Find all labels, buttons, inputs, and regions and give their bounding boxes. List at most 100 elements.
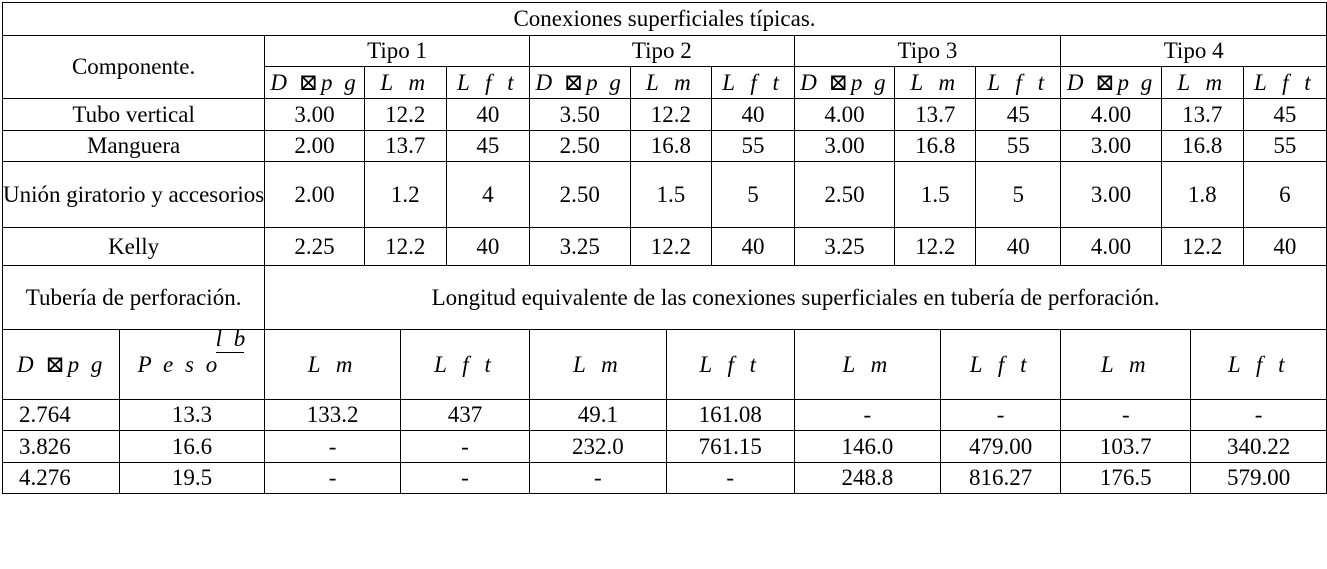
length-ft-cell: 6: [1242, 161, 1327, 228]
pipe-header-weight: P e s o l b: [118, 326, 266, 400]
component-name: Manguera: [1, 130, 266, 162]
table-row: Tubo vertical 3.00 12.2 40 3.50 12.2 40 4.00 13…: [1, 98, 1327, 131]
weight-unit: l b: [215, 325, 249, 351]
sub-header-diameter: D ⊠p g: [1060, 66, 1162, 99]
length-ft-cell: 45: [975, 98, 1062, 131]
pipe-length-m-cell: 232.0: [528, 430, 667, 463]
diameter-cell: 2.25: [264, 227, 365, 266]
pipe-length-ft-cell: 437: [400, 399, 530, 431]
pipe-diameter-cell: 4.276: [2, 462, 120, 494]
pipe-header-length-ft: L f t: [1190, 329, 1327, 400]
length-m-cell: 12.2: [629, 227, 713, 266]
pipe-length-m-cell: 103.7: [1060, 430, 1192, 463]
pipe-header-length-ft: L f t: [400, 329, 530, 400]
length-m-cell: 16.8: [629, 130, 713, 162]
length-m-cell: 13.7: [1160, 98, 1244, 131]
table-row: Manguera 2.00 13.7 45 2.50 16.8 55 3.00 16.8 55 3…: [1, 130, 1327, 162]
pipe-length-ft-cell: -: [665, 462, 795, 494]
length-m-cell: 1.2: [363, 161, 447, 228]
pipe-diameter-cell: 2.764: [2, 399, 120, 431]
length-m-cell: 13.7: [894, 98, 977, 131]
length-m-cell: 1.5: [894, 161, 977, 228]
pipe-length-ft-cell: 161.08: [665, 399, 795, 431]
diameter-cell: 4.00: [793, 98, 896, 131]
pipe-diameter-cell: 3.826: [2, 430, 120, 463]
diameter-cell: 4.00: [1060, 98, 1162, 131]
length-ft-cell: 55: [1242, 130, 1327, 162]
diameter-cell: 3.00: [1060, 161, 1162, 228]
length-m-cell: 16.8: [894, 130, 977, 162]
diameter-cell: 2.00: [264, 161, 365, 228]
length-ft-cell: 45: [1242, 98, 1327, 131]
length-m-cell: 12.2: [1160, 227, 1244, 266]
pipe-header-length-m: L m: [793, 329, 941, 400]
sub-header-length-ft: L f t: [975, 66, 1062, 99]
pipe-header-length-m: L m: [528, 329, 667, 400]
sub-header-diameter: D ⊠p g: [793, 66, 896, 99]
table-title: Conexiones superficiales típicas.: [2, 2, 1327, 36]
sub-header-length-m: L m: [1160, 66, 1244, 99]
diameter-cell: 3.25: [793, 227, 896, 266]
length-ft-cell: 40: [975, 227, 1062, 266]
length-ft-cell: 4: [445, 161, 530, 228]
type-3-header: Tipo 3: [793, 35, 1062, 67]
pipe-header-length-ft: L f t: [665, 329, 795, 400]
pipe-length-m-cell: -: [264, 430, 402, 463]
pipe-weight-cell: 16.6: [118, 430, 266, 463]
pipe-row: 2.764 13.3 133.2 437 49.1 161.08- - - -: [2, 399, 1327, 431]
length-ft-cell: 5: [975, 161, 1062, 228]
pipe-header-length-m: L m: [1060, 329, 1192, 400]
pipe-length-ft-cell: -: [400, 430, 530, 463]
pipe-length-m-cell: 49.1: [528, 399, 667, 431]
diameter-cell: 2.00: [264, 130, 365, 162]
component-name: Tubo vertical: [1, 98, 266, 131]
length-ft-cell: 5: [711, 161, 795, 228]
length-m-cell: 1.8: [1160, 161, 1244, 228]
pipe-length-ft-cell: 761.15: [665, 430, 795, 463]
pipe-length-m-cell: 133.2: [264, 399, 402, 431]
pipe-header-length-ft: L f t: [939, 329, 1062, 400]
length-ft-cell: 45: [445, 130, 530, 162]
table-row: Unión giratorio y accesorios 2.00 1.2 4 2.5…: [1, 161, 1327, 228]
table-row: Kelly 2.25 12.2 40 3.25 12.2 40 3.25 12.2 40 4.00…: [1, 227, 1327, 266]
sub-header-length-ft: L f t: [711, 66, 795, 99]
sub-header-length-m: L m: [363, 66, 447, 99]
sub-header-length-m: L m: [629, 66, 713, 99]
component-name: Kelly: [1, 227, 266, 266]
pipe-length-m-cell: -: [528, 462, 667, 494]
type-2-header: Tipo 2: [528, 35, 795, 67]
diameter-cell: 3.00: [1060, 130, 1162, 162]
weight-label: P e s o: [137, 351, 221, 377]
length-m-cell: 12.2: [629, 98, 713, 131]
length-m-cell: 13.7: [363, 130, 447, 162]
diameter-cell: 4.00: [1060, 227, 1162, 266]
pipe-caption: Longitud equivalente de las conexiones s…: [264, 265, 1327, 330]
length-m-cell: 12.2: [363, 227, 447, 266]
length-ft-cell: 40: [711, 227, 795, 266]
length-ft-cell: 55: [711, 130, 795, 162]
pipe-row: 3.826 16.6- -232.0 761.15 146.0 479.00 103.7 34…: [2, 430, 1327, 463]
pipe-weight-cell: 13.3: [118, 399, 266, 431]
length-m-cell: 12.2: [894, 227, 977, 266]
fraction-bar: [215, 351, 244, 353]
pipe-length-ft-cell: -: [939, 399, 1062, 431]
pipe-header-diameter: D ⊠p g: [2, 329, 120, 400]
length-m-cell: 1.5: [629, 161, 713, 228]
diameter-cell: 3.00: [264, 98, 365, 131]
sub-header-length-ft: L f t: [1242, 66, 1327, 99]
pipe-length-m-cell: 248.8: [793, 462, 941, 494]
pipe-row: 4.276 19.5- - - -248.8 816.27 176.5 579.00: [2, 462, 1327, 494]
component-header: Componente.: [1, 35, 266, 99]
component-name: Unión giratorio y accesorios: [1, 161, 266, 228]
length-ft-cell: 55: [975, 130, 1062, 162]
pipe-length-m-cell: -: [264, 462, 402, 494]
length-ft-cell: 40: [1242, 227, 1327, 266]
pipe-length-m-cell: 176.5: [1060, 462, 1192, 494]
pipe-length-ft-cell: 579.00: [1190, 462, 1327, 494]
pipe-length-m-cell: -: [793, 399, 941, 431]
diameter-cell: 2.50: [528, 130, 631, 162]
sub-header-length-m: L m: [894, 66, 977, 99]
diameter-cell: 3.00: [793, 130, 896, 162]
length-ft-cell: 40: [445, 98, 530, 131]
diameter-cell: 3.25: [528, 227, 631, 266]
